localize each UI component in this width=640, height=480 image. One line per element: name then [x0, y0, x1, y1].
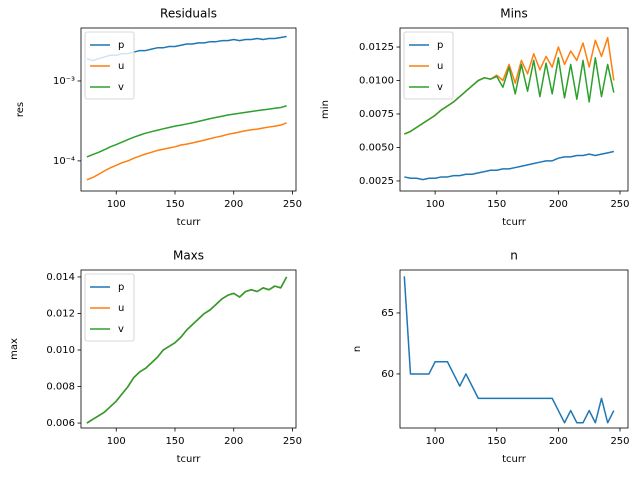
y-tick-label: 0.0050 [359, 142, 394, 153]
lines [404, 36, 615, 181]
x-tick-label: 150 [487, 436, 506, 447]
x-tick-label: 150 [165, 436, 184, 447]
plot-frame [399, 269, 629, 429]
legend-label: p [437, 40, 443, 51]
x-tick-label: 200 [224, 199, 243, 210]
x-tick-label: 250 [283, 436, 302, 447]
x-tick-label: 100 [107, 436, 126, 447]
x-tick-label: 100 [426, 436, 445, 447]
series-line [404, 150, 614, 181]
y-axis-label: res [15, 102, 26, 117]
chart-title: n [510, 249, 518, 263]
y-tick-label: 0.0125 [359, 42, 394, 53]
x-tick-label: 100 [426, 199, 445, 210]
y-axis-label: max [9, 338, 20, 360]
y-tick-label: 0.0025 [359, 176, 394, 187]
series-line [86, 122, 287, 181]
y-tick-label: 0.006 [46, 418, 75, 429]
x-tick-label: 200 [224, 436, 243, 447]
x-axis-label: tcurr [502, 217, 527, 228]
x-tick-label: 150 [487, 199, 506, 210]
y-tick-label: 10⁻⁴ [53, 156, 75, 167]
plot-frame [80, 27, 297, 192]
x-axis-label: tcurr [502, 454, 527, 465]
legend-label: v [437, 82, 443, 93]
x-axis-label: tcurr [177, 217, 202, 228]
y-tick-label: 65 [381, 308, 394, 319]
subplot: 100 150 200 250 0.0025 0.0050 0.0075 0.0100 0.01… [320, 7, 630, 229]
x-axis-label: tcurr [177, 454, 202, 465]
lines [403, 276, 615, 424]
legend-label: v [118, 324, 124, 335]
plot-frame [80, 269, 297, 429]
y-tick-label: 60 [381, 369, 394, 380]
legend-label: u [437, 61, 443, 72]
chart-title: Mins [500, 7, 528, 21]
legend-label: u [118, 303, 124, 314]
chart-title: Maxs [173, 249, 204, 263]
x-tick-label: 250 [610, 199, 629, 210]
x-tick-label: 200 [549, 436, 568, 447]
y-tick-label: 0.014 [46, 272, 75, 283]
chart-title: Residuals [160, 7, 217, 21]
plot-frame [399, 27, 629, 192]
x-tick-label: 250 [283, 199, 302, 210]
y-tick-label: 0.012 [46, 308, 75, 319]
series-line [86, 105, 287, 158]
subplot: 100 150 200 250 60 65 n tcurr n [352, 249, 630, 466]
x-tick-label: 100 [107, 199, 126, 210]
x-tick-label: 150 [165, 199, 184, 210]
x-tick-label: 250 [610, 436, 629, 447]
subplot: 100 150 200 250 10⁻⁴ 10⁻³ Residuals tcurr res puv [15, 7, 302, 229]
lines [86, 276, 288, 424]
series-line [403, 276, 615, 424]
y-tick-label: 10⁻³ [53, 76, 75, 87]
y-axis-label: n [352, 346, 363, 352]
legend-label: u [118, 61, 124, 72]
legend-label: p [118, 40, 124, 51]
y-axis-label: min [320, 100, 331, 119]
legend-label: p [118, 282, 124, 293]
series-line [86, 276, 288, 424]
series-line [404, 56, 615, 135]
y-tick-label: 0.010 [46, 345, 75, 356]
y-tick-label: 0.0100 [359, 76, 394, 87]
y-tick-label: 0.008 [46, 382, 75, 393]
legend-label: v [118, 82, 124, 93]
y-tick-label: 0.0075 [359, 109, 394, 120]
subplot: 100 150 200 250 0.006 0.008 0.010 0.012 0.014 Max… [9, 249, 302, 466]
x-tick-label: 200 [549, 199, 568, 210]
